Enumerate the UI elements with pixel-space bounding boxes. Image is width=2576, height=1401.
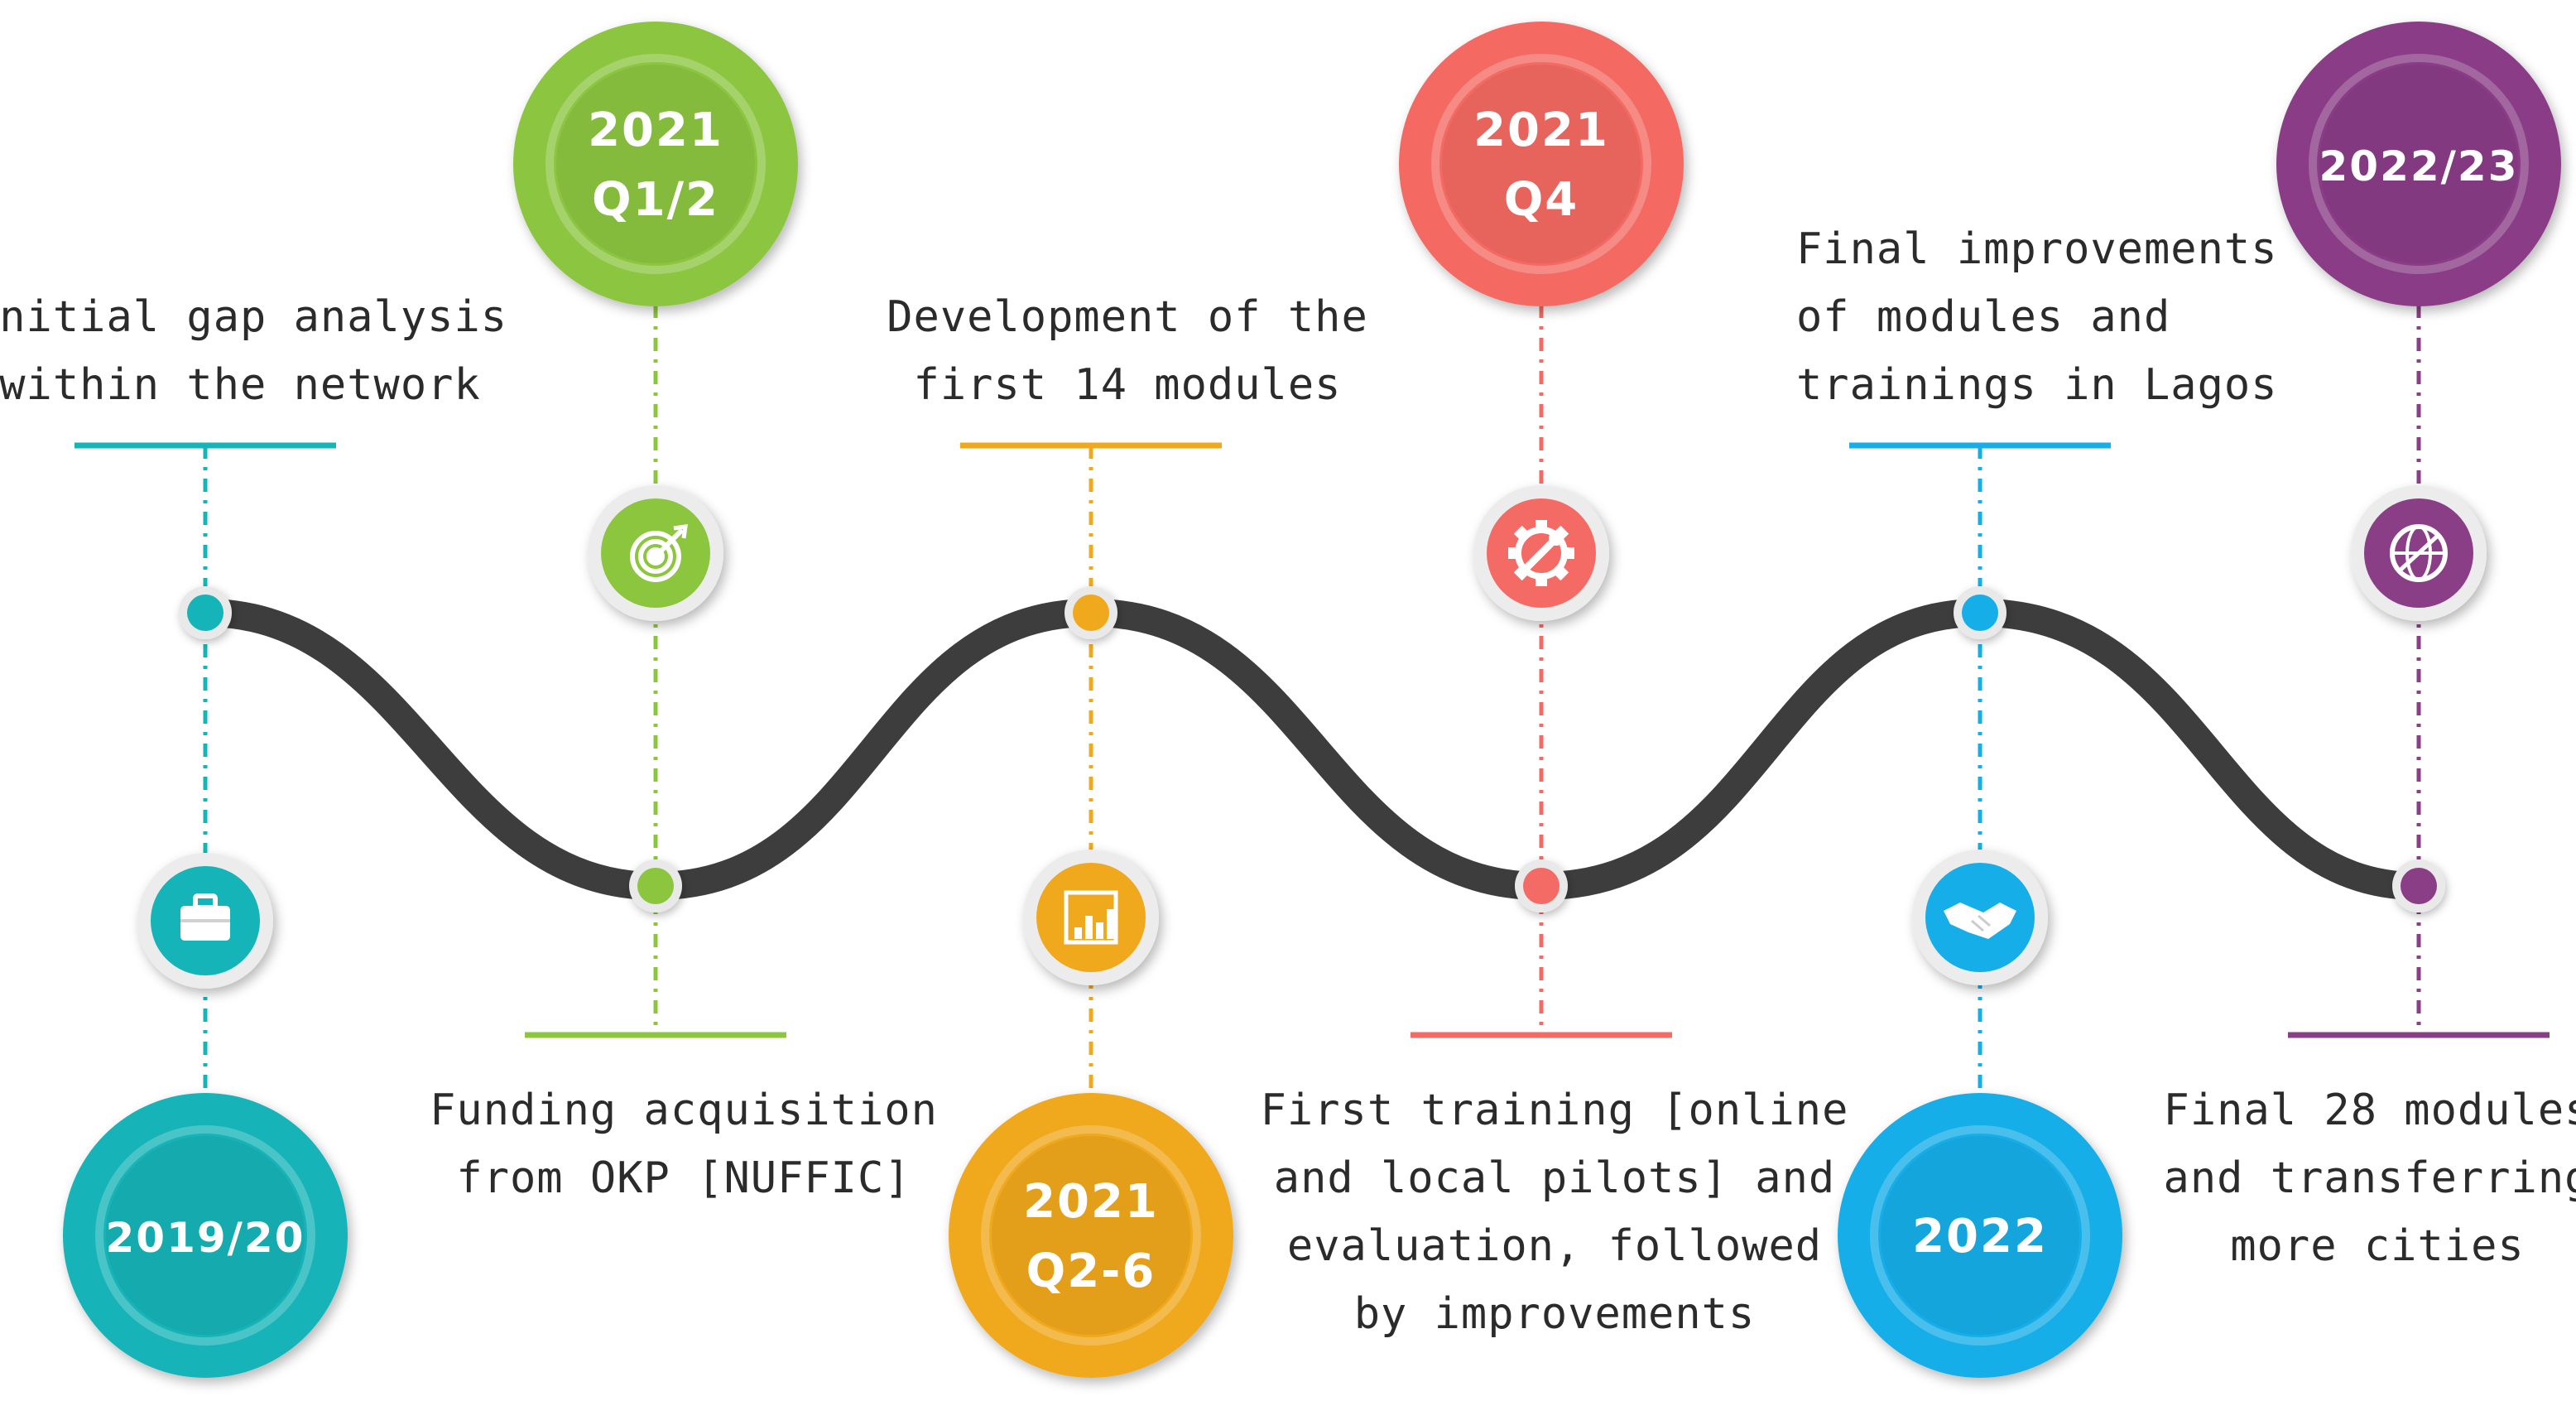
milestone-description: and transferring — [2164, 1153, 2576, 1203]
chart-frame — [1064, 890, 1118, 945]
wave-node — [1523, 868, 1560, 904]
date-circle-inner-ring — [95, 1125, 315, 1346]
milestone-description: within the network — [0, 360, 481, 410]
date-circle-inner — [2319, 65, 2518, 263]
wave-node — [1073, 595, 1109, 631]
date-circle-inner — [992, 1136, 1190, 1335]
target-arrow-tail — [673, 524, 688, 539]
gear-wrench-icon — [1508, 520, 1574, 586]
target-ring — [630, 531, 681, 582]
connector-lines — [203, 305, 2421, 1095]
date-label: Q1/2 — [592, 173, 719, 227]
milestone-m2: 2021 Q1/2 Funding acquisition from OKP [NUF… — [430, 22, 938, 1203]
date-label: 2021 — [588, 104, 723, 157]
milestone-description: evaluation, followed — [1287, 1221, 1822, 1271]
briefcase-band — [180, 919, 230, 922]
target-arrow — [653, 529, 683, 559]
milestone-m3: 2021 Q2-6 Development of the first 14 modul… — [887, 292, 1368, 1378]
wrench-head — [1549, 531, 1564, 546]
target-icon — [630, 524, 688, 582]
milestone-description: Final improvements — [1796, 224, 2278, 274]
wave-node — [1962, 595, 1998, 631]
date-label: 2022 — [1912, 1210, 2048, 1264]
date-circle — [949, 1093, 1233, 1378]
wave-node — [2401, 868, 2437, 904]
date-label: 2021 — [1023, 1175, 1159, 1229]
date-circle-inner-ring — [981, 1125, 1201, 1346]
date-circle-inner — [1442, 65, 1641, 263]
chart-bar — [1085, 916, 1093, 939]
milestone-m1: 2019/20 Initial gap analysis within the ne… — [0, 292, 507, 1378]
handshake-shape — [1944, 903, 2016, 939]
globe-slash — [2397, 533, 2440, 573]
date-circle-inner-ring — [1870, 1125, 2090, 1346]
gear-ring — [1515, 527, 1568, 580]
date-circle — [63, 1093, 348, 1378]
milestone-m4: 2021 Q4 First training [online and local pi… — [1261, 22, 1849, 1339]
date-circle-inner — [556, 65, 755, 263]
handshake-icon — [1944, 903, 2016, 939]
date-circle — [1838, 1093, 2122, 1378]
milestone-description: first 14 modules — [914, 360, 1342, 410]
milestone-description: Development of the — [887, 292, 1368, 342]
wave-node — [637, 868, 674, 904]
milestone-m6: 2022/23 Final 28 modules and transferring m… — [2164, 22, 2576, 1271]
milestone-description: and local pilots] and — [1274, 1153, 1835, 1203]
date-circle — [513, 22, 798, 306]
milestone-description: Final 28 modules — [2164, 1086, 2576, 1135]
milestone-description: of modules and — [1796, 292, 2170, 342]
timeline-wave-path — [191, 598, 2431, 901]
milestone-description: Funding acquisition — [430, 1086, 938, 1135]
briefcase-body — [180, 906, 230, 941]
date-label: 2021 — [1473, 104, 1609, 157]
chart-bar — [1096, 922, 1103, 939]
date-label: 2022/23 — [2319, 142, 2518, 190]
date-circle — [1399, 22, 1684, 306]
milestone-description: Initial gap analysis — [0, 292, 507, 342]
date-circle — [2276, 22, 2561, 306]
date-label: Q2-6 — [1026, 1245, 1156, 1298]
chart-bar — [1074, 927, 1082, 939]
wave-node — [187, 595, 223, 631]
date-circle-inner-ring — [2309, 54, 2529, 274]
briefcase-handle — [193, 893, 218, 910]
date-circle-inner — [1881, 1136, 2079, 1335]
date-circle-inner-ring — [545, 54, 766, 274]
date-circle-inner — [106, 1136, 305, 1335]
milestone-description: by improvements — [1354, 1289, 1756, 1339]
milestone-m5: 2022 Final improvements of modules and trai… — [1796, 224, 2278, 1378]
milestone-description: trainings in Lagos — [1796, 360, 2278, 410]
milestone-description: First training [online — [1261, 1086, 1849, 1135]
handshake-fingers — [1971, 914, 1991, 932]
bar-chart-icon — [1064, 890, 1118, 945]
date-label: Q4 — [1504, 173, 1579, 227]
globe-icon — [2390, 524, 2448, 582]
date-label: 2019/20 — [105, 1214, 305, 1262]
date-circle-inner-ring — [1431, 54, 1651, 274]
chart-bar — [1107, 909, 1114, 939]
briefcase-icon — [180, 893, 230, 941]
milestone-description: more cities — [2230, 1221, 2524, 1271]
milestone-description: from OKP [NUFFIC] — [456, 1153, 911, 1203]
target-ring — [638, 539, 673, 574]
